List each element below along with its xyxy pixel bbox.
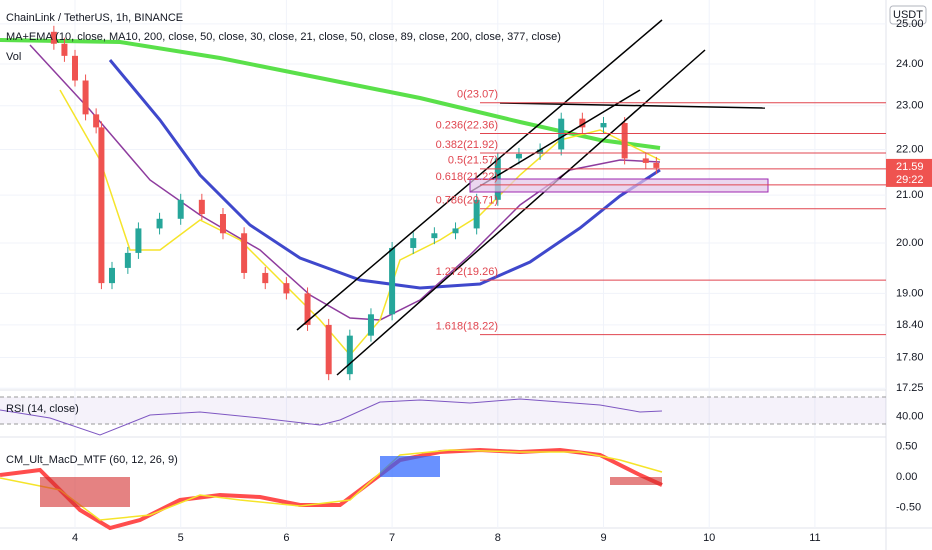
ma-200	[0, 38, 661, 150]
time-tick-label: 7	[389, 532, 395, 544]
price-tick-label: 24.00	[896, 58, 924, 70]
symbol-title: ChainLink / TetherUS, 1h, BINANCE	[6, 12, 183, 24]
candle-body	[82, 80, 89, 115]
candle-body	[653, 162, 660, 168]
price-tick-label: 17.25	[896, 382, 924, 394]
macd-title: CM_Ult_MacD_MTF (60, 12, 26, 9)	[6, 454, 178, 466]
macd-tick-label: 0.50	[896, 440, 917, 452]
candle-body	[108, 267, 115, 284]
candle-body	[219, 214, 226, 234]
rsi-line	[0, 398, 663, 436]
macd-line	[0, 447, 663, 531]
hist-bars	[610, 477, 662, 485]
last-price-label: 21.59	[896, 161, 924, 173]
candle-body	[537, 149, 544, 154]
candle-body	[558, 118, 565, 150]
time-tick-label: 5	[178, 532, 184, 544]
price-tick-label: 21.00	[896, 189, 924, 201]
candle-body	[431, 233, 438, 239]
hist-bars	[380, 456, 440, 477]
candle-body	[177, 199, 184, 219]
candle-body	[410, 238, 417, 248]
time-tick-label: 11	[809, 532, 820, 544]
last-price-tag	[886, 158, 932, 187]
time-tick-label: 6	[283, 532, 289, 544]
vol-study: Vol	[6, 51, 21, 63]
price-tick-label: 22.00	[896, 143, 924, 155]
resistance-line	[499, 102, 766, 109]
currency: USDT	[893, 9, 923, 21]
candle-body	[98, 127, 105, 284]
macd-histogram	[40, 456, 662, 507]
candle-body	[283, 283, 290, 294]
macd-tick-label: -0.50	[896, 501, 921, 513]
candle-body	[621, 123, 628, 159]
hist-bars	[40, 477, 130, 507]
candle-body	[135, 228, 142, 253]
candle-body	[72, 55, 78, 81]
candle-body	[473, 199, 480, 229]
signal-line	[0, 449, 663, 521]
candle-body	[367, 314, 374, 336]
candle-body	[642, 158, 649, 163]
candles	[50, 25, 660, 381]
candle-body	[389, 247, 396, 315]
countdown: 29:22	[896, 174, 924, 186]
time-tick-label: 10	[703, 532, 715, 544]
candle-body	[61, 43, 68, 56]
ma-study: MA+EMA (10, close, MA10, 200, close, 50,…	[6, 31, 561, 43]
fib-label: 1.618(18.22)	[436, 320, 498, 332]
fib-label: 0.382(21.92)	[436, 139, 498, 151]
fib-label: 0.5(21.57)	[448, 155, 498, 167]
candle-body	[156, 218, 163, 229]
candle-body	[304, 293, 311, 325]
price-tick-label: 25.00	[896, 18, 924, 30]
candle-body	[262, 272, 269, 284]
demand-zone	[469, 178, 769, 193]
price-tick-label: 18.40	[896, 319, 924, 331]
currency-badge[interactable]	[889, 5, 927, 25]
candle-body	[325, 324, 332, 375]
rsi-title: RSI (14, close)	[6, 403, 79, 415]
fib-retracement: 0(23.07) 0.236(22.36) 0.382(21.92) 0.5(21.5…	[436, 89, 886, 336]
candle-body	[124, 252, 131, 268]
price-tick-label: 20.00	[896, 237, 924, 249]
time-tick-label: 4	[72, 532, 78, 544]
macd-tick-label: 0.00	[896, 471, 917, 483]
ma-10	[59, 89, 661, 357]
fib-label: 0(23.07)	[457, 89, 498, 101]
candle-body	[579, 118, 586, 128]
grid	[0, 0, 886, 528]
channel-line	[469, 89, 641, 193]
candle-body	[515, 153, 522, 159]
candle-body	[241, 233, 248, 273]
price-tick-label: 17.80	[896, 351, 924, 363]
time-tick-label: 9	[600, 532, 606, 544]
fib-label: 0.786(20.71)	[436, 195, 498, 207]
fib-label: 1.272(19.26)	[436, 266, 498, 278]
channel-line	[336, 49, 706, 376]
candle-body	[346, 335, 353, 375]
price-tick-label: 19.00	[896, 287, 924, 299]
fib-label: 0.618(21.22)	[436, 171, 498, 183]
rsi-tick-label: 40.00	[896, 410, 924, 422]
time-tick-label: 8	[495, 532, 501, 544]
candle-body	[600, 123, 607, 128]
channel-line	[296, 19, 663, 331]
fib-label: 0.236(22.36)	[436, 119, 498, 131]
candle-body	[198, 199, 205, 215]
candle-body	[93, 114, 100, 128]
price-tick-label: 23.00	[896, 100, 924, 112]
candle-body	[50, 31, 57, 44]
axes: 25.00 24.00 23.00 22.00 21.00 20.00 19.00 18.40…	[72, 18, 932, 544]
candle-body	[452, 228, 459, 234]
